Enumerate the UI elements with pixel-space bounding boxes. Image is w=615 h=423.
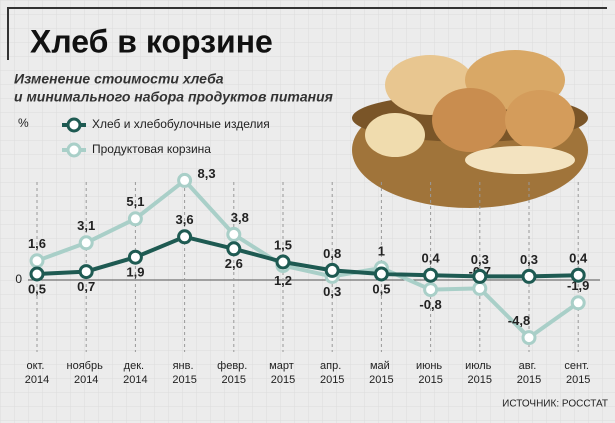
data-label: 1,6: [28, 236, 46, 251]
legend-label: Продуктовая корзина: [92, 142, 211, 156]
data-label: -4,8: [508, 313, 530, 328]
data-label: 1,5: [274, 237, 292, 252]
data-label: 1,9: [126, 265, 144, 280]
data-label: 2,6: [225, 256, 243, 271]
point: [373, 266, 389, 282]
data-label: 1: [378, 243, 385, 258]
point: [226, 241, 242, 257]
x-tick-label-line: июль: [465, 360, 494, 372]
x-tick-label-line: 2015: [222, 374, 246, 386]
x-tick-label-line: 2015: [418, 374, 442, 386]
x-tick-label-line: 2014: [25, 374, 49, 386]
point: [472, 268, 488, 284]
data-label: 3,1: [77, 218, 95, 233]
x-tick-label: ноябрь 2014: [67, 360, 106, 386]
x-tick-label: дек. 2014: [123, 360, 147, 386]
data-label: 0,3: [471, 252, 489, 267]
x-tick-label-line: 2015: [320, 374, 344, 386]
x-tick-label: июнь 2015: [416, 360, 445, 386]
data-label: 0,8: [323, 246, 341, 261]
x-tick-label: май 2015: [369, 360, 393, 386]
point: [423, 282, 439, 298]
data-label: 0,3: [323, 284, 341, 299]
data-label: -0,8: [419, 297, 441, 312]
data-label: 0,3: [520, 252, 538, 267]
point: [127, 249, 143, 265]
point: [78, 235, 94, 251]
y-axis-label: %: [18, 116, 29, 130]
x-tick-label-line: сент.: [564, 360, 592, 372]
x-tick-label-line: май: [370, 360, 393, 372]
point: [521, 330, 537, 346]
legend-label: Хлеб и хлебобулочные изделия: [92, 117, 270, 131]
x-tick-label-line: 2015: [172, 374, 196, 386]
bread-basket: [352, 50, 588, 208]
x-tick-label-line: дек.: [124, 360, 147, 372]
x-tick-label-line: 2015: [566, 374, 590, 386]
point: [29, 253, 45, 269]
point: [177, 229, 193, 245]
point: [78, 264, 94, 280]
x-tick-label: авг. 2015: [517, 360, 541, 386]
x-tick-label-line: март: [269, 360, 297, 372]
data-label: 3,6: [176, 212, 194, 227]
x-tick-label-line: 2015: [271, 374, 295, 386]
x-tick-label: окт. 2014: [25, 360, 49, 386]
legend-marker: [66, 117, 82, 133]
x-tick-label-line: февр.: [217, 360, 250, 372]
series-line: [36, 178, 580, 340]
x-tick-label: март 2015: [269, 360, 297, 386]
chart-title: Хлеб в корзине: [30, 23, 273, 59]
x-tick-label-line: июнь: [416, 360, 445, 372]
data-label: 0,7: [77, 279, 95, 294]
legend-marker: [66, 142, 82, 158]
subtitle: Изменение стоимости хлеба: [14, 71, 224, 87]
data-label: 1,2: [274, 273, 292, 288]
x-tick-label-line: янв.: [173, 360, 197, 372]
point: [226, 226, 242, 242]
x-tick-label-line: 2015: [468, 374, 492, 386]
y-tick-label: 0: [15, 272, 22, 286]
x-tick-label-line: апр.: [320, 360, 344, 372]
x-tick-label-line: ноябрь: [67, 360, 106, 372]
data-label: 0,4: [569, 251, 588, 266]
x-tick-label: янв. 2015: [172, 360, 196, 386]
data-label: 0,5: [372, 281, 390, 296]
x-tick-label: сент. 2015: [564, 360, 592, 386]
source: ИСТОЧНИК: РОССТАТ: [502, 399, 608, 410]
data-label: 3,8: [231, 210, 249, 225]
x-tick-label: апр. 2015: [320, 360, 344, 386]
point: [570, 295, 586, 311]
point: [521, 268, 537, 284]
x-tick-label-line: 2014: [123, 374, 147, 386]
data-label: 8,3: [198, 166, 216, 181]
x-tick-label-line: окт.: [27, 360, 48, 372]
x-tick-label: июль 2015: [465, 360, 494, 386]
point: [29, 266, 45, 282]
x-tick-label: февр. 2015: [217, 360, 250, 386]
x-tick-label-line: 2015: [517, 374, 541, 386]
point: [275, 254, 291, 270]
series-line: [36, 234, 579, 279]
point: [324, 262, 340, 278]
data-label: -1,9: [567, 278, 589, 293]
subtitle: и минимального набора продуктов питания: [14, 89, 333, 105]
x-tick-label-line: 2014: [74, 374, 98, 386]
x-tick-label-line: авг.: [519, 360, 540, 372]
point: [127, 211, 143, 227]
point: [472, 280, 488, 296]
data-label: 5,1: [126, 194, 144, 209]
x-tick-label-line: 2015: [369, 374, 393, 386]
point: [570, 267, 586, 283]
data-label: 0,4: [422, 251, 441, 266]
data-label: 0,5: [28, 281, 46, 296]
point: [423, 267, 439, 283]
point: [177, 172, 193, 188]
frame: [7, 7, 607, 60]
